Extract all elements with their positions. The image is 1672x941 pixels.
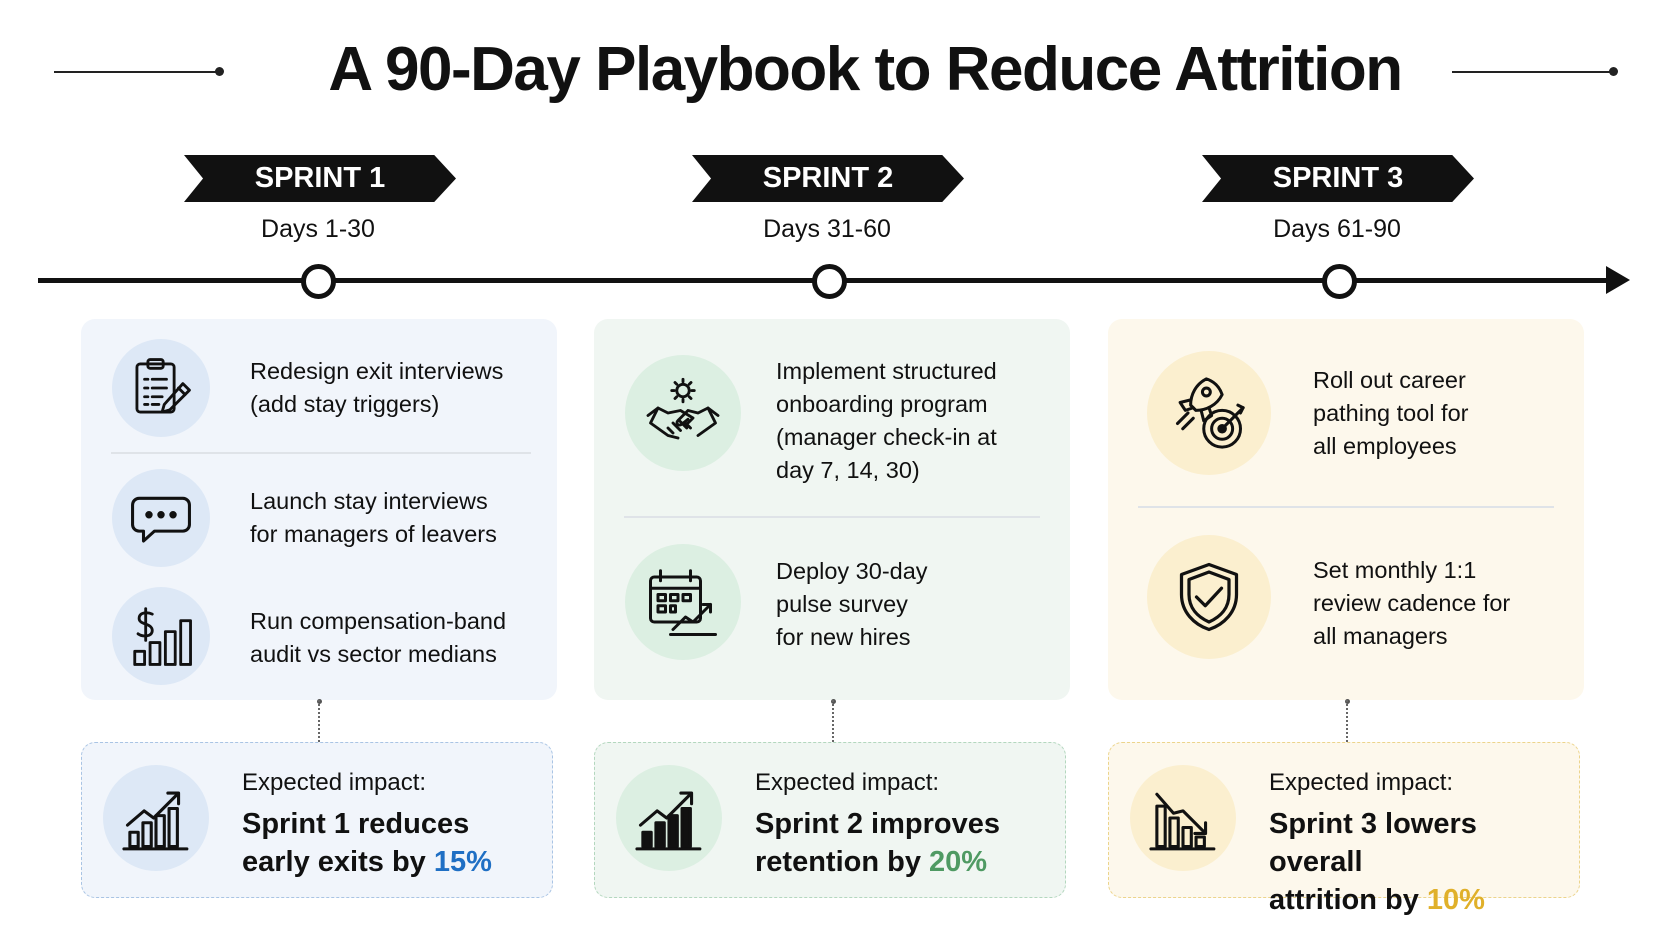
clipboard-pencil-icon [112,339,210,437]
impact-line-2: retention by 20% [755,843,1055,881]
impact-line-2: early exits by 15% [242,843,542,881]
falling-bar-chart-icon [1130,765,1236,871]
sprint-1-task-2: Launch stay interviews for managers of l… [250,485,497,551]
gear-handshake-icon [625,355,741,471]
sprint-3-task-1: Roll out career pathing tool for all emp… [1313,364,1468,463]
impact-line-1: Sprint 3 lowers overall [1269,808,1477,878]
milestone-sprint-2 [812,264,847,299]
task-line: all managers [1313,623,1448,649]
task-line: day 7, 14, 30) [776,457,920,483]
sprint-3-task-2: Set monthly 1:1 review cadence for all m… [1313,554,1510,653]
title-right-rule-dot [1609,67,1618,76]
page-title: A 90-Day Playbook to Reduce Attrition [328,35,1403,104]
sprint-1-tasks-panel: Redesign exit interviews (add stay trigg… [81,319,557,700]
impact-value: 15% [433,846,492,878]
chat-bubble-icon [112,469,210,567]
task-line: (add stay triggers) [250,391,440,417]
sprint-2-impact-card: Expected impact: Sprint 2 improves reten… [594,742,1066,898]
impact-statement: Sprint 1 reduces early exits by 15% [242,805,542,881]
sprint-2-task-1: Implement structured onboarding program … [776,355,997,487]
sprint-1-impact-card: Expected impact: Sprint 1 reduces early … [81,742,553,898]
connector-sprint-1 [318,700,320,742]
shield-check-icon [1147,535,1271,659]
rocket-target-icon [1147,351,1271,475]
milestone-sprint-1 [301,264,336,299]
sprint-2-tasks-panel: Implement structured onboarding program … [594,319,1070,700]
sprint-1-days: Days 1-30 [261,215,375,243]
impact-statement: Sprint 2 improves retention by 20% [755,805,1055,881]
title-right-rule [1452,71,1614,73]
impact-label: Expected impact: [1269,769,1454,796]
impact-line-2-text: retention by [755,846,930,878]
connector-sprint-3 [1346,700,1348,742]
task-line: Launch stay interviews [250,488,488,514]
task-line: review cadence for [1313,590,1511,616]
impact-value: 10% [1426,884,1485,916]
impact-line-2: attrition by 10% [1269,881,1569,919]
task-divider [1138,506,1554,508]
sprint-3-tasks-panel: Roll out career pathing tool for all emp… [1108,319,1584,700]
task-divider [111,452,531,454]
impact-line-2-text: early exits by [242,846,434,878]
impact-label: Expected impact: [755,769,940,796]
sprint-2-tag: SPRINT 2 [692,155,964,202]
sprint-2-days: Days 31-60 [763,215,891,243]
task-line: for managers of leavers [250,521,497,547]
sprint-3-days: Days 61-90 [1273,215,1401,243]
task-line: all employees [1313,433,1457,459]
timeline-arrowhead [1606,266,1630,294]
task-line: Implement structured [776,358,997,384]
impact-label: Expected impact: [242,769,427,796]
task-line: pathing tool for [1313,400,1469,426]
title-left-rule [54,71,219,73]
task-line: audit vs sector medians [250,641,497,667]
task-line: Redesign exit interviews [250,358,504,384]
sprint-1-task-3: Run compensation-band audit vs sector me… [250,605,506,671]
rising-bar-chart-icon [616,765,722,871]
task-line: Run compensation-band [250,608,507,634]
task-line: pulse survey [776,591,908,617]
task-divider [624,516,1040,518]
task-line: onboarding program [776,391,988,417]
rising-bar-chart-icon [103,765,209,871]
sprint-1-tag: SPRINT 1 [184,155,456,202]
task-line: for new hires [776,624,911,650]
dollar-bar-chart-icon [112,587,210,685]
impact-line-1: Sprint 2 improves [755,808,1000,840]
sprint-1-task-1: Redesign exit interviews (add stay trigg… [250,355,503,421]
sprint-3-tag: SPRINT 3 [1202,155,1474,202]
task-line: Set monthly 1:1 [1313,557,1477,583]
task-line: (manager check-in at [776,424,997,450]
task-line: Deploy 30-day [776,558,928,584]
milestone-sprint-3 [1322,264,1357,299]
connector-sprint-2 [832,700,834,742]
calendar-trend-icon [625,544,741,660]
impact-line-2-text: attrition by [1269,884,1427,916]
task-line: Roll out career [1313,367,1466,393]
impact-value: 20% [929,846,988,878]
impact-statement: Sprint 3 lowers overall attrition by 10% [1269,805,1569,919]
sprint-3-impact-card: Expected impact: Sprint 3 lowers overall… [1108,742,1580,916]
sprint-2-task-2: Deploy 30-day pulse survey for new hires [776,555,928,654]
title-left-rule-dot [215,67,224,76]
impact-line-1: Sprint 1 reduces [242,808,470,840]
